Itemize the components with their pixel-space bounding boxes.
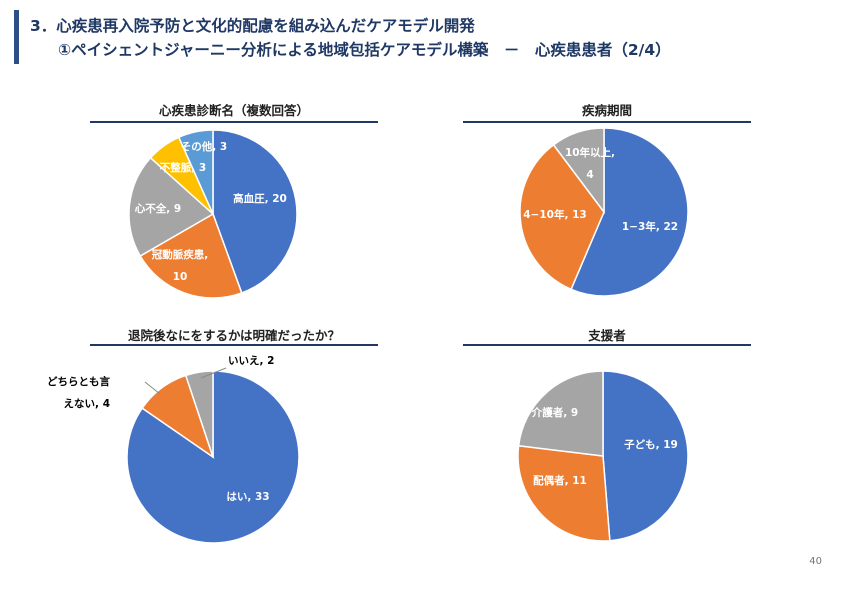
pie-label-2-0: はい, 33	[226, 491, 269, 503]
pie-slice-2-2	[184, 370, 214, 458]
chart-title-underline	[463, 344, 751, 346]
page-title-line2: ①ペイシェントジャーニー分析による地域包括ケアモデル構築 － 心疾患患者（2/4…	[58, 41, 671, 59]
pie-slice-3-0	[602, 370, 689, 542]
pie-label-0-3: 不整脈, 3	[160, 161, 206, 174]
pie-label-0-2: 心不全, 9	[135, 202, 181, 215]
pie-slice-3-1	[517, 444, 611, 542]
chart-title-diagnosis: 心疾患診断名（複数回答）	[158, 103, 309, 118]
pie-slice-0-4	[177, 129, 214, 215]
pie-slice-0-2	[128, 156, 215, 258]
pie-label-0-1: 冠動脈疾患, 10	[152, 248, 209, 283]
pie-slice-1-1	[519, 143, 605, 291]
chart-title-supporter: 支援者	[588, 328, 626, 343]
pie-label-3-1: 配偶者, 11	[533, 474, 587, 487]
title-accent-bar	[14, 10, 19, 64]
pie-label-2-1: どちらとも言えない, 4	[47, 375, 110, 410]
pie-label-1-1: 4−10年, 13	[523, 208, 586, 221]
label-leader-line	[144, 381, 161, 395]
chart-title-underline	[90, 121, 378, 123]
label-leader-line	[200, 367, 227, 379]
page-title-line1: 3．心疾患再入院予防と文化的配慮を組み込んだケアモデル開発	[30, 17, 475, 35]
pie-label-3-0: 子ども, 19	[624, 438, 678, 451]
pie-label-0-4: その他, 3	[181, 140, 227, 153]
pie-slice-3-2	[517, 370, 604, 457]
page-number: 40	[809, 556, 822, 567]
pie-slice-1-2	[552, 127, 605, 215]
pie-label-3-2: 介護者, 9	[531, 406, 578, 419]
pie-label-1-0: 1−3年, 22	[622, 220, 678, 233]
pie-slice-2-0	[126, 370, 300, 544]
pie-slice-0-1	[139, 212, 243, 299]
pie-label-1-2: 10年以上, 4	[565, 146, 615, 181]
pie-label-2-2: いいえ, 2	[228, 355, 274, 367]
chart-title-underline	[463, 121, 751, 123]
pie-label-0-0: 高血圧, 20	[233, 192, 287, 205]
chart-title-duration: 疾病期間	[581, 103, 632, 118]
pie-slice-1-0	[570, 127, 689, 297]
chart-title-underline	[90, 344, 378, 346]
pie-slice-0-0	[212, 129, 298, 294]
chart-title-discharge-plan: 退院後なにをするかは明確だったか？	[127, 328, 340, 343]
